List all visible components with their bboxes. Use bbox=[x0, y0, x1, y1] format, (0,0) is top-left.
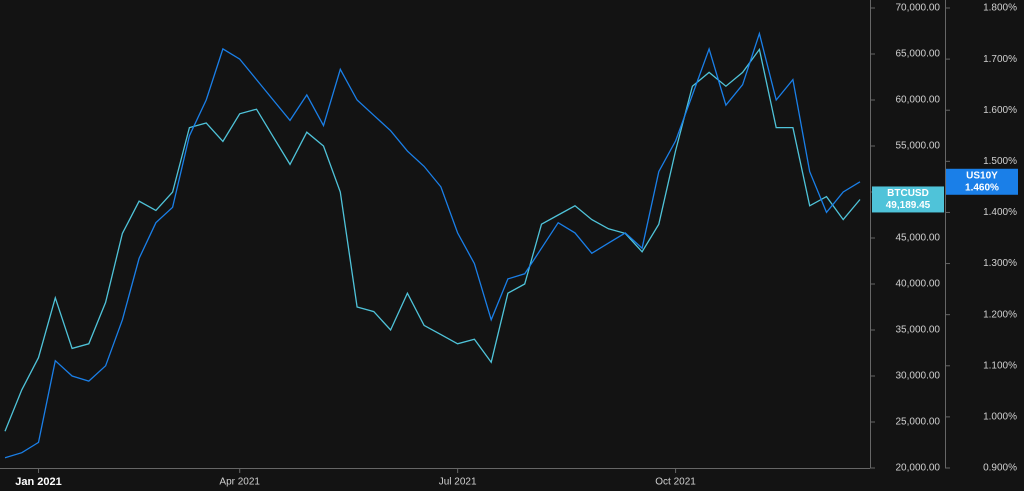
y2-tick-label: 0.900% bbox=[983, 463, 1017, 474]
y2-tick-label: 1.600% bbox=[983, 105, 1017, 116]
series-line bbox=[4, 31, 861, 459]
x-tick-label: Apr 2021 bbox=[219, 477, 260, 488]
y2-tick-label: 1.100% bbox=[983, 360, 1017, 371]
price-label-box bbox=[872, 186, 944, 213]
price-label-value: 49,189.45 bbox=[886, 200, 931, 211]
series-line bbox=[4, 47, 861, 432]
y2-tick-label: 1.400% bbox=[983, 207, 1017, 218]
y-tick-label: 30,000.00 bbox=[896, 371, 941, 382]
y-tick-label: 25,000.00 bbox=[896, 417, 941, 428]
x-tick-label: Oct 2021 bbox=[655, 477, 696, 488]
y2-tick-label: 1.200% bbox=[983, 309, 1017, 320]
y2-tick-label: 1.500% bbox=[983, 156, 1017, 167]
price-label-value: 1.460% bbox=[965, 182, 999, 193]
y2-tick-label: 1.300% bbox=[983, 258, 1017, 269]
x-tick-label: Jan 2021 bbox=[15, 476, 61, 488]
y-tick-label: 45,000.00 bbox=[896, 233, 941, 244]
price-label-name: BTCUSD bbox=[887, 188, 929, 199]
y2-tick-label: 1.800% bbox=[983, 3, 1017, 14]
y-tick-label: 65,000.00 bbox=[896, 49, 941, 60]
y-tick-label: 20,000.00 bbox=[896, 463, 941, 474]
y-tick-label: 55,000.00 bbox=[896, 141, 941, 152]
y-tick-label: 35,000.00 bbox=[896, 325, 941, 336]
y-tick-label: 40,000.00 bbox=[896, 279, 941, 290]
y-tick-label: 70,000.00 bbox=[896, 3, 941, 14]
y2-tick-label: 1.000% bbox=[983, 412, 1017, 423]
y-tick-label: 60,000.00 bbox=[896, 95, 941, 106]
price-label-name: US10Y bbox=[966, 170, 998, 181]
x-tick-label: Jul 2021 bbox=[439, 477, 477, 488]
y2-tick-label: 1.700% bbox=[983, 54, 1017, 65]
price-label-box bbox=[946, 168, 1018, 195]
